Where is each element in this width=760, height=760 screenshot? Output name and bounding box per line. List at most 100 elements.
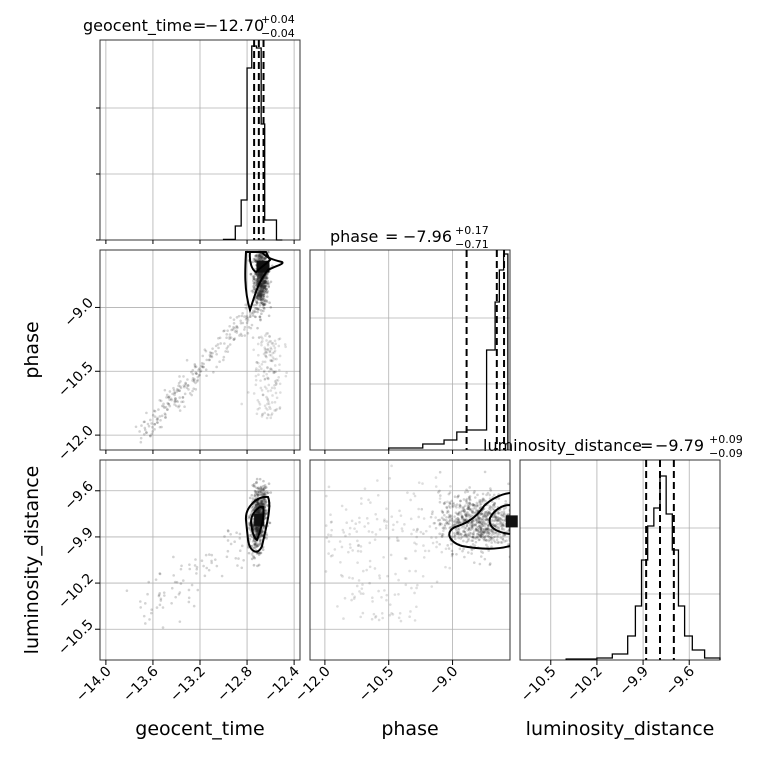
scatter-phase-vs-luminosity-distance-pt-804 [390, 464, 393, 468]
scatter-phase-vs-luminosity-distance-pt-431 [494, 525, 498, 528]
scatter-phase-vs-luminosity-distance-pt-656 [447, 510, 450, 513]
scatter-geocent-time-vs-phase-pt-440 [263, 292, 266, 295]
scatter-geocent-time-vs-phase-pt-949 [233, 337, 237, 340]
scatter-geocent-time-vs-phase-pt-422 [259, 274, 263, 278]
scatter-phase-vs-luminosity-distance-pt-278 [456, 512, 459, 516]
scatter-phase-vs-luminosity-distance-pt-591 [487, 534, 490, 538]
scatter-geocent-time-vs-luminosity-distance-pt-503 [256, 564, 259, 568]
scatter-phase-vs-luminosity-distance-pt-95 [460, 535, 464, 539]
scatter-geocent-time-vs-phase-pt-758 [201, 354, 205, 358]
scatter-phase-vs-luminosity-distance-points [324, 464, 510, 623]
scatter-phase-vs-luminosity-distance-pt-263 [474, 508, 478, 511]
scatter-geocent-time-vs-phase-pt-294 [259, 293, 262, 297]
scatter-phase-vs-luminosity-distance-pt-117 [483, 524, 486, 528]
scatter-phase-vs-luminosity-distance-pt-165 [461, 506, 464, 510]
scatter-geocent-time-vs-phase-pt-1069 [262, 352, 266, 356]
scatter-geocent-time-vs-phase-pt-246 [256, 290, 260, 294]
scatter-geocent-time-vs-phase-pt-356 [259, 292, 263, 296]
scatter-phase-vs-luminosity-distance-pt-693 [494, 531, 498, 534]
scatter-geocent-time-vs-luminosity-distance-pt-831 [238, 537, 242, 540]
scatter-phase-vs-luminosity-distance-pt-554 [481, 499, 485, 503]
scatter-geocent-time-vs-phase-pt-672 [258, 275, 262, 279]
scatter-geocent-time-vs-phase-pt-592 [260, 273, 263, 276]
scatter-phase-vs-luminosity-distance-pt-770 [505, 539, 508, 542]
scatter-phase-vs-luminosity-distance-pt-533 [467, 527, 471, 531]
scatter-geocent-time-vs-luminosity-distance-pt-48 [256, 502, 260, 506]
scatter-phase-vs-luminosity-distance-pt-827 [397, 539, 400, 542]
scatter-phase-vs-luminosity-distance-pt-614 [487, 528, 491, 531]
scatter-geocent-time-vs-phase-pt-85 [264, 281, 267, 285]
scatter-geocent-time-vs-phase-pt-602 [262, 279, 265, 283]
scatter-geocent-time-vs-phase-pt-863 [236, 326, 239, 329]
scatter-geocent-time-vs-phase-pt-886 [149, 418, 152, 422]
scatter-phase-vs-luminosity-distance-pt-82 [484, 516, 488, 519]
scatter-geocent-time-vs-phase-pt-800 [138, 430, 141, 433]
scatter-geocent-time-vs-phase-pt-450 [259, 272, 263, 276]
scatter-geocent-time-vs-luminosity-distance-pt-711 [254, 533, 257, 537]
scatter-phase-vs-luminosity-distance-pt-71 [476, 532, 479, 536]
scatter-phase-vs-luminosity-distance-pt-472 [473, 536, 476, 540]
scatter-geocent-time-vs-phase-pt-1087 [273, 339, 277, 343]
scatter-phase-vs-luminosity-distance-pt-379 [470, 520, 474, 524]
scatter-phase-vs-luminosity-distance-pt-937 [327, 540, 331, 543]
scatter-phase-vs-luminosity-distance-pt-576 [480, 523, 483, 526]
scatter-geocent-time-vs-phase-pt-506 [254, 296, 258, 299]
scatter-geocent-time-vs-phase-pt-61 [262, 257, 266, 260]
scatter-geocent-time-vs-phase-pt-36 [252, 277, 256, 281]
scatter-phase-vs-luminosity-distance-pt-716 [481, 524, 485, 527]
scatter-geocent-time-vs-phase-pt-930 [172, 386, 175, 390]
scatter-geocent-time-vs-phase-pt-574 [259, 286, 262, 290]
scatter-phase-vs-luminosity-distance-pt-455 [465, 540, 468, 544]
scatter-geocent-time-vs-luminosity-distance-pt-808 [235, 531, 238, 535]
scatter-phase-vs-luminosity-distance-pt-415 [462, 507, 466, 511]
scatter-phase-vs-luminosity-distance-pt-39 [487, 528, 490, 531]
scatter-phase-vs-luminosity-distance-pt-892 [360, 497, 363, 500]
scatter-geocent-time-vs-phase-pt-711 [195, 372, 198, 375]
scatter-phase-vs-luminosity-distance-pt-810 [329, 513, 332, 517]
scatter-phase-vs-luminosity-distance-pt-761 [486, 529, 489, 532]
scatter-geocent-time-vs-phase-pt-342 [264, 275, 267, 279]
scatter-phase-vs-luminosity-distance-pt-646 [474, 528, 478, 531]
scatter-geocent-time-vs-luminosity-distance-pt-789 [179, 567, 183, 571]
scatter-geocent-time-vs-luminosity-distance-pt-228 [258, 511, 261, 514]
scatter-geocent-time-vs-phase-pt-263 [254, 254, 258, 258]
scatter-phase-vs-luminosity-distance-pt-138 [471, 543, 475, 546]
scatter-geocent-time-vs-phase-pt-998 [266, 398, 269, 402]
scatter-phase-vs-luminosity-distance-pt-444 [470, 520, 473, 524]
scatter-phase-vs-luminosity-distance-pt-556 [431, 510, 434, 513]
scatter-geocent-time-vs-phase-pt-205 [262, 299, 266, 302]
scatter-phase-vs-luminosity-distance-pt-885 [324, 570, 328, 573]
scatter-geocent-time-vs-phase-pt-1035 [261, 360, 265, 364]
scatter-geocent-time-vs-phase-pt-890 [181, 396, 185, 399]
scatter-phase-vs-luminosity-distance-pt-126 [476, 529, 480, 533]
scatter-phase-vs-luminosity-distance-pt-307 [491, 503, 495, 507]
scatter-phase-vs-luminosity-distance-pt-948 [391, 613, 395, 616]
scatter-phase-vs-luminosity-distance-pt-149 [503, 518, 507, 522]
scatter-phase-vs-luminosity-distance-pt-587 [496, 526, 500, 529]
scatter-phase-vs-luminosity-distance-pt-849 [374, 512, 377, 516]
scatter-geocent-time-vs-luminosity-distance-pt-90 [256, 502, 259, 506]
scatter-geocent-time-vs-phase-pt-500 [260, 255, 264, 259]
scatter-phase-vs-luminosity-distance-pt-593 [479, 513, 482, 516]
scatter-phase-vs-luminosity-distance-pt-718 [459, 499, 462, 503]
scatter-geocent-time-vs-phase-pt-812 [171, 392, 174, 396]
scatter-geocent-time-vs-phase-pt-749 [243, 334, 247, 337]
scatter-geocent-time-vs-luminosity-distance-pt-84 [256, 530, 260, 534]
scatter-geocent-time-vs-luminosity-distance-pt-773 [250, 553, 254, 556]
scatter-phase-vs-luminosity-distance-pt-224 [485, 531, 489, 534]
scatter-geocent-time-vs-phase-pt-480 [263, 303, 266, 306]
scatter-geocent-time-vs-phase-pt-719 [184, 381, 187, 385]
scatter-geocent-time-vs-phase-pt-596 [266, 290, 270, 293]
title-luminosity-distance-eq: = [640, 436, 653, 455]
scatter-phase-vs-luminosity-distance-pt-651 [471, 519, 475, 523]
scatter-geocent-time-vs-phase-pt-919 [250, 311, 254, 315]
scatter-phase-vs-luminosity-distance-pt-451 [478, 562, 482, 566]
scatter-geocent-time-vs-phase-pt-953 [259, 379, 262, 382]
scatter-geocent-time-vs-phase-pt-725 [231, 328, 235, 331]
xtick-label-luminosity_distance-3: −9.6 [663, 663, 698, 698]
scatter-geocent-time-vs-luminosity-distance-pt-524 [262, 502, 265, 506]
scatter-geocent-time-vs-luminosity-distance-pt-298 [252, 525, 255, 529]
scatter-phase-vs-luminosity-distance-pt-491 [466, 539, 470, 542]
scatter-geocent-time-vs-luminosity-distance-pt-358 [261, 499, 265, 503]
scatter-geocent-time-vs-luminosity-distance-pt-209 [256, 511, 259, 514]
